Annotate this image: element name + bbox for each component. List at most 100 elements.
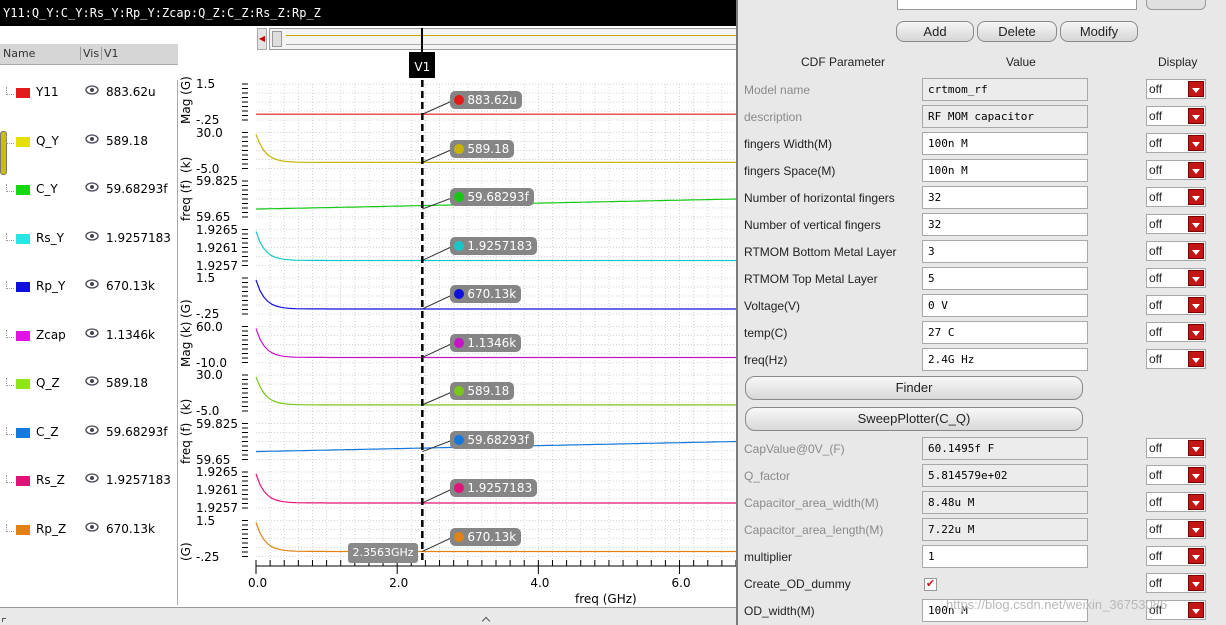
signal-value: 670.13k bbox=[106, 279, 155, 293]
display-select[interactable]: off bbox=[1146, 268, 1206, 288]
trace-zcap[interactable] bbox=[255, 328, 736, 359]
legend-row[interactable]: Y11 883.62u bbox=[0, 82, 178, 104]
top-button[interactable] bbox=[1146, 0, 1206, 10]
display-select[interactable]: off bbox=[1146, 492, 1206, 512]
display-select[interactable]: off bbox=[1146, 241, 1206, 261]
param-value-field[interactable]: 2.4G Hz bbox=[922, 348, 1088, 371]
display-select[interactable]: off bbox=[1146, 187, 1206, 207]
trace-rp_z[interactable] bbox=[255, 522, 736, 553]
dropdown-arrow-icon[interactable] bbox=[1188, 81, 1204, 97]
status-corner-icon bbox=[2, 618, 6, 622]
display-select[interactable]: off bbox=[1146, 349, 1206, 369]
eye-icon[interactable] bbox=[85, 424, 99, 438]
legend-row[interactable]: C_Z 59.68293f bbox=[0, 422, 178, 444]
eye-icon[interactable] bbox=[85, 84, 99, 98]
legend-row[interactable]: Rs_Y 1.9257183 bbox=[0, 228, 178, 250]
dropdown-arrow-icon[interactable] bbox=[1188, 521, 1204, 537]
legend-row[interactable]: C_Y 59.68293f bbox=[0, 179, 178, 201]
readout-leader bbox=[422, 439, 455, 453]
param-value-field[interactable]: 32 bbox=[922, 186, 1088, 209]
dropdown-arrow-icon[interactable] bbox=[1188, 602, 1204, 618]
eye-icon[interactable] bbox=[85, 327, 99, 341]
signal-value: 1.1346k bbox=[106, 327, 155, 342]
display-select[interactable]: off bbox=[1146, 519, 1206, 539]
dropdown-arrow-icon[interactable] bbox=[1188, 270, 1204, 286]
marker-v1-flag[interactable]: V1 bbox=[409, 28, 436, 78]
legend-row[interactable]: Rs_Z 1.9257183 bbox=[0, 470, 178, 492]
y-tick-label: 59.825 bbox=[196, 174, 238, 188]
top-field[interactable] bbox=[897, 0, 1137, 10]
param-value-field[interactable]: 5 bbox=[922, 267, 1088, 290]
dropdown-arrow-icon[interactable] bbox=[1188, 494, 1204, 510]
legend-row[interactable]: Rp_Z 670.13k bbox=[0, 519, 178, 541]
sweepplotter-button[interactable]: SweepPlotter(C_Q) bbox=[745, 407, 1083, 431]
trace-q_z[interactable] bbox=[255, 376, 736, 406]
trace-rs_z[interactable] bbox=[255, 473, 736, 504]
selection-handle[interactable] bbox=[0, 131, 7, 175]
display-select[interactable]: off bbox=[1146, 106, 1206, 126]
param-value-field[interactable]: 3 bbox=[922, 240, 1088, 263]
param-value-field[interactable]: 0 V bbox=[922, 294, 1088, 317]
dropdown-arrow-icon[interactable] bbox=[1188, 467, 1204, 483]
display-select[interactable]: off bbox=[1146, 160, 1206, 180]
dropdown-arrow-icon[interactable] bbox=[1188, 243, 1204, 259]
eye-icon[interactable] bbox=[85, 278, 99, 292]
legend-row[interactable]: Rp_Y 670.13k bbox=[0, 276, 178, 298]
finder-button[interactable]: Finder bbox=[745, 376, 1083, 400]
zoom-scrollbar[interactable]: ◀ bbox=[255, 26, 739, 52]
legend-row[interactable]: Q_Z 589.18 bbox=[0, 373, 178, 395]
display-select[interactable]: off bbox=[1146, 79, 1206, 99]
display-value: off bbox=[1149, 163, 1163, 177]
dropdown-arrow-icon[interactable] bbox=[1188, 548, 1204, 564]
display-select[interactable]: off bbox=[1146, 295, 1206, 315]
dropdown-arrow-icon[interactable] bbox=[1188, 440, 1204, 456]
modify-button[interactable]: Modify bbox=[1060, 21, 1138, 42]
legend-row[interactable]: Zcap 1.1346k bbox=[0, 325, 178, 347]
legend-row[interactable]: Q_Y 589.18 bbox=[0, 131, 178, 153]
trace-rs_y[interactable] bbox=[255, 231, 736, 262]
color-swatch bbox=[16, 233, 30, 244]
display-select[interactable]: off bbox=[1146, 322, 1206, 342]
tree-branch bbox=[6, 475, 14, 483]
param-value-field[interactable]: 100n M bbox=[922, 132, 1088, 155]
param-value-field[interactable]: 100n M bbox=[922, 599, 1088, 622]
add-button[interactable]: Add bbox=[896, 21, 974, 42]
param-value-field[interactable]: 27 C bbox=[922, 321, 1088, 344]
scroll-left-arrow-icon[interactable]: ◀ bbox=[257, 28, 267, 50]
display-select[interactable]: off bbox=[1146, 438, 1206, 458]
param-value-field[interactable]: 1 bbox=[922, 545, 1088, 568]
trace-rp_y[interactable] bbox=[255, 279, 736, 310]
dropdown-arrow-icon[interactable] bbox=[1188, 216, 1204, 232]
display-select[interactable]: off bbox=[1146, 546, 1206, 566]
eye-icon[interactable] bbox=[85, 133, 99, 147]
dropdown-arrow-icon[interactable] bbox=[1188, 575, 1204, 591]
dropdown-arrow-icon[interactable] bbox=[1188, 324, 1204, 340]
delete-button[interactable]: Delete bbox=[977, 21, 1057, 42]
eye-icon[interactable] bbox=[85, 181, 99, 195]
signal-name: Rp_Y bbox=[36, 279, 66, 293]
pane-divider[interactable] bbox=[736, 0, 738, 625]
display-select[interactable]: off bbox=[1146, 133, 1206, 153]
dropdown-arrow-icon[interactable] bbox=[1188, 297, 1204, 313]
scroll-track[interactable] bbox=[269, 28, 739, 50]
eye-icon[interactable] bbox=[85, 521, 99, 535]
dropdown-arrow-icon[interactable] bbox=[1188, 189, 1204, 205]
display-select[interactable]: off bbox=[1146, 600, 1206, 620]
od-dummy-checkbox[interactable]: ✔ bbox=[924, 578, 937, 591]
display-select[interactable]: off bbox=[1146, 214, 1206, 234]
eye-icon[interactable] bbox=[85, 472, 99, 486]
eye-icon[interactable] bbox=[85, 230, 99, 244]
scroll-thumb[interactable] bbox=[272, 31, 282, 47]
trace-q_y[interactable] bbox=[255, 134, 736, 163]
display-select[interactable]: off bbox=[1146, 465, 1206, 485]
cdf-row: Model name crtmom_rf off bbox=[738, 76, 1226, 103]
dropdown-arrow-icon[interactable] bbox=[1188, 162, 1204, 178]
param-value-field[interactable]: 32 bbox=[922, 213, 1088, 236]
eye-icon[interactable] bbox=[85, 375, 99, 389]
display-select[interactable]: off bbox=[1146, 573, 1206, 593]
color-swatch bbox=[16, 379, 30, 389]
dropdown-arrow-icon[interactable] bbox=[1188, 135, 1204, 151]
dropdown-arrow-icon[interactable] bbox=[1188, 108, 1204, 124]
param-value-field[interactable]: 100n M bbox=[922, 159, 1088, 182]
dropdown-arrow-icon[interactable] bbox=[1188, 351, 1204, 367]
